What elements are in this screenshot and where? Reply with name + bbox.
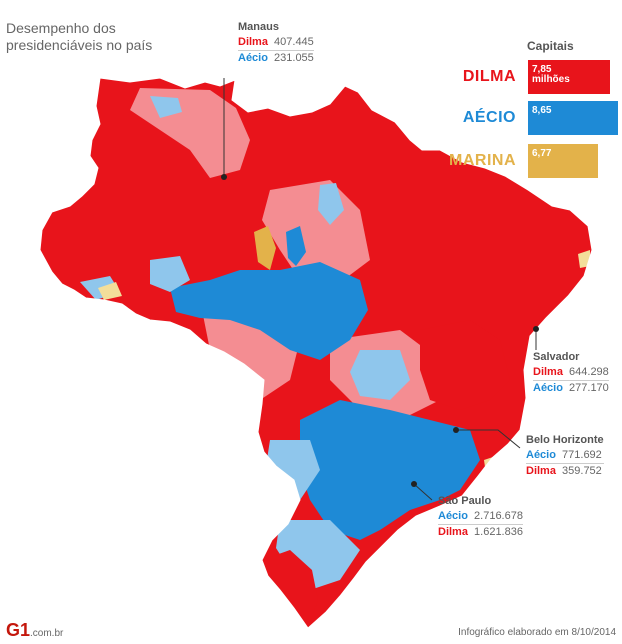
callout-salvador-city: Salvador [533, 351, 580, 363]
callout-belo-horizonte-votes-2: 359.752 [562, 465, 602, 477]
callout-manaus-candidate-1: Dilma [238, 36, 268, 48]
callout-sao-paulo-city: São Paulo [438, 495, 492, 507]
belo-horizonte-leader [456, 429, 521, 449]
region-marina-pe [578, 250, 590, 268]
callout-manaus-votes-1: 407.445 [274, 36, 314, 48]
g1-logo-suffix: .com.br [30, 628, 64, 639]
legend-value-marina: 6,77 [532, 148, 552, 159]
callout-belo-horizonte-votes-1: 771.692 [562, 449, 602, 461]
callout-salvador-candidate-2: Aécio [533, 382, 563, 394]
region-dilma-mg-north [420, 320, 510, 410]
callout-sao-paulo-votes-2: 1.621.836 [474, 526, 523, 538]
callout-manaus-row-1: Dilma 407.445 [238, 35, 314, 50]
legend-name-marina: MARINA [449, 152, 516, 169]
sao-paulo-leader [413, 483, 433, 501]
callout-salvador-row-2: Aécio 277.170 [533, 380, 609, 396]
region-aecio-centre [170, 262, 368, 360]
legend-bar-aecio: 8,65 [528, 101, 618, 135]
callout-sao-paulo: São Paulo Aécio 2.716.678 Dilma 1.621.83… [438, 494, 523, 540]
region-aecio-light-go [350, 350, 410, 400]
callout-sao-paulo-row-2: Dilma 1.621.836 [438, 524, 523, 540]
callout-salvador-row-1: Dilma 644.298 [533, 365, 609, 380]
callout-manaus: Manaus Dilma 407.445 Aécio 231.055 [238, 20, 314, 66]
callout-salvador: Salvador Dilma 644.298 Aécio 277.170 [533, 350, 609, 396]
legend-name-dilma: DILMA [462, 68, 516, 85]
title-line-2: presidenciáveis no país [6, 37, 153, 53]
callout-manaus-city: Manaus [238, 21, 279, 33]
g1-logo[interactable]: G1.com.br [6, 620, 63, 641]
region-aecio-mix1 [318, 183, 344, 225]
region-marina-am [254, 226, 276, 270]
sao-paulo-dot [411, 481, 417, 487]
callout-manaus-row-2: Aécio 231.055 [238, 50, 314, 66]
region-aecio-se [300, 400, 480, 540]
legend-bar-marina: 6,77 [528, 144, 598, 178]
legend-title: Capitais [527, 39, 574, 53]
callout-salvador-votes-1: 644.298 [569, 366, 609, 378]
legend-row-aecio: AÉCIO 8,65 [440, 101, 622, 137]
g1-logo-mark: G1 [6, 620, 31, 640]
manaus-dot [221, 174, 227, 180]
title-line-1: Desempenho dos [6, 20, 116, 36]
legend-name-aecio: AÉCIO [462, 109, 516, 126]
salvador-dot [533, 326, 539, 332]
credit-text: Infográfico elaborado em 8/10/2014 [458, 627, 616, 638]
callout-belo-horizonte-row-2: Dilma 359.752 [526, 463, 604, 479]
callout-salvador-candidate-1: Dilma [533, 366, 563, 378]
callout-sao-paulo-candidate-1: Aécio [438, 510, 468, 522]
map-title: Desempenho dos presidenciáveis no país [6, 20, 226, 54]
region-aecio-mt [286, 226, 306, 266]
legend-value-aecio: 8,65 [532, 105, 552, 116]
callout-manaus-candidate-2: Aécio [238, 52, 268, 64]
callout-sao-paulo-votes-1: 2.716.678 [474, 510, 523, 522]
callout-belo-horizonte-city: Belo Horizonte [526, 434, 604, 446]
legend-row-marina: MARINA 6,77 [440, 144, 622, 180]
legend-bar-dilma: 7,85 milhões [528, 60, 610, 94]
legend-unit-dilma: milhões [532, 74, 570, 85]
legend-row-dilma: DILMA 7,85 milhões [440, 60, 622, 96]
region-aecio-light-west [150, 256, 190, 292]
belo-horizonte-dot [453, 427, 459, 433]
callout-salvador-votes-2: 277.170 [569, 382, 609, 394]
callout-belo-horizonte-row-1: Aécio 771.692 [526, 448, 604, 463]
region-marina-ac [98, 282, 122, 300]
callout-manaus-votes-2: 231.055 [274, 52, 314, 64]
region-aecio-light-north [150, 96, 182, 118]
callout-belo-horizonte-candidate-2: Dilma [526, 465, 556, 477]
callout-belo-horizonte-candidate-1: Aécio [526, 449, 556, 461]
callout-belo-horizonte: Belo Horizonte Aécio 771.692 Dilma 359.7… [526, 433, 604, 479]
region-dilma-rs [262, 550, 318, 628]
callout-sao-paulo-row-1: Aécio 2.716.678 [438, 509, 523, 524]
callout-sao-paulo-candidate-2: Dilma [438, 526, 468, 538]
legend-value-dilma: 7,85 [532, 64, 552, 75]
